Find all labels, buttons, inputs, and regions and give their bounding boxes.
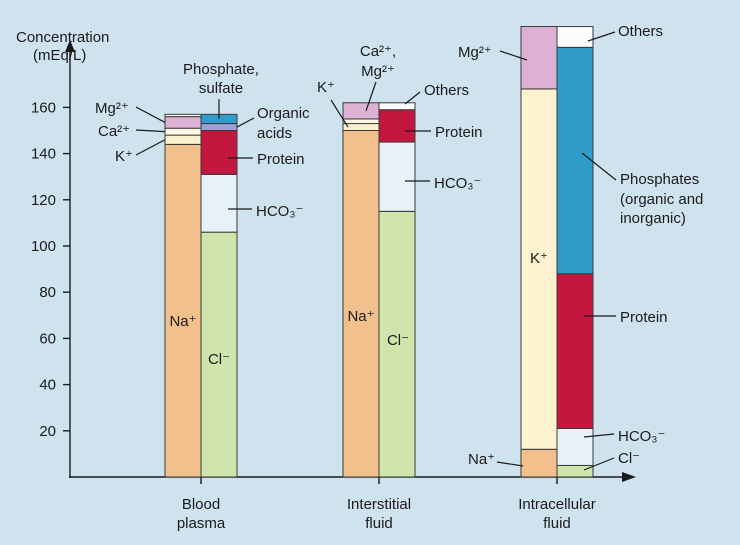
x-category-label: Interstitial — [347, 496, 411, 513]
leader-others — [587, 31, 616, 42]
leader-phosphates — [581, 152, 617, 181]
x-category-label: fluid — [365, 515, 393, 532]
x-category-label: plasma — [177, 515, 226, 532]
bar-segment — [164, 116, 202, 129]
label-k: K⁺ — [115, 148, 133, 165]
leader-na — [496, 461, 524, 467]
label-hco3: HCO₃⁻ — [618, 428, 665, 445]
y-tick-label: 140 — [31, 146, 56, 163]
leader-cl — [583, 457, 615, 471]
label-cl: Cl⁻ — [208, 351, 230, 368]
y-tick-label: 60 — [39, 330, 56, 347]
leader-others — [404, 91, 421, 105]
label-organic-line2: acids — [257, 125, 292, 142]
y-tick-label: 120 — [31, 192, 56, 209]
bar-segment — [556, 46, 594, 275]
bar-segment — [556, 464, 594, 478]
leader-hco3 — [583, 433, 615, 438]
y-tick-label: 80 — [39, 284, 56, 301]
label-organic-line1: Organic — [257, 105, 310, 122]
label-k: K⁺ — [317, 79, 335, 96]
y-tick-label: 100 — [31, 238, 56, 255]
bar-segment — [164, 127, 202, 136]
bar-segment — [556, 273, 594, 429]
bars — [164, 26, 594, 478]
label-others: Others — [424, 82, 469, 99]
y-tick-label: 20 — [39, 423, 56, 440]
bar-segment — [378, 141, 416, 212]
bar-segment — [520, 88, 558, 450]
leader-camg — [365, 81, 377, 112]
label-protein: Protein — [257, 151, 305, 168]
label-cl: Cl⁻ — [618, 450, 640, 467]
label-phosphates-line2: (organic and — [620, 191, 703, 208]
bar-segment — [520, 448, 558, 478]
y-tick-label: 40 — [39, 377, 56, 394]
x-category-label: Intracellular — [518, 496, 596, 513]
label-k: K⁺ — [530, 250, 548, 267]
bar-segment — [556, 26, 594, 48]
y-axis-arrow — [65, 40, 75, 52]
y-axis-label-line2: (mEq/L) — [33, 47, 86, 64]
bar-segment — [200, 130, 238, 175]
bar-segment — [342, 118, 380, 125]
label-phosphates-line1: Phosphates — [620, 171, 699, 188]
label-hco3: HCO₃⁻ — [434, 175, 481, 192]
leader-k — [330, 99, 349, 128]
label-na: Na⁺ — [347, 308, 374, 325]
bar-segment — [200, 123, 238, 131]
label-hco3: HCO₃⁻ — [256, 203, 303, 220]
bar-segment — [200, 231, 238, 478]
bar-segment — [200, 173, 238, 233]
label-others: Others — [618, 23, 663, 40]
leader-mg — [499, 50, 528, 61]
bar-segment — [164, 113, 202, 118]
label-cl: Cl⁻ — [387, 332, 409, 349]
leader-ca — [135, 129, 166, 133]
label-camg-line2: Mg²⁺ — [361, 63, 395, 80]
label-phosphate-line1: Phosphate, — [183, 61, 259, 78]
label-ca: Ca²⁺ — [98, 123, 130, 140]
label-na: Na⁺ — [169, 313, 196, 330]
y-tick-label: 160 — [31, 99, 56, 116]
bar-segment — [378, 102, 416, 111]
x-category-label: fluid — [543, 515, 571, 532]
label-mg: Mg²⁺ — [458, 44, 492, 61]
leader-mg — [135, 106, 166, 123]
x-axis-arrow — [622, 472, 636, 482]
bar-segment — [342, 102, 380, 120]
bar-segment — [342, 130, 380, 478]
label-mg: Mg²⁺ — [95, 100, 129, 117]
x-category-label: Blood — [182, 496, 220, 513]
label-na: Na⁺ — [468, 451, 495, 468]
label-protein: Protein — [435, 124, 483, 141]
bar-segment — [556, 427, 594, 466]
label-phosphates-line3: inorganic) — [620, 210, 686, 227]
leader-k — [135, 139, 166, 156]
y-axis-label-line1: Concentration — [16, 29, 109, 46]
label-phosphate-line2: sulfate — [199, 80, 243, 97]
bar-segment — [378, 109, 416, 143]
leader-organic — [236, 117, 255, 128]
annotations: Na⁺ Cl⁻ Mg²⁺ Ca²⁺ K⁺ Phosphate, sulfate Organic… — [95, 23, 703, 471]
axes: Concentration(mEq/L) 20 40 60 80 100 120 140 160… — [16, 29, 636, 532]
label-camg-line1: Ca²⁺, — [360, 43, 396, 60]
bar-segment — [520, 26, 558, 90]
bar-segment — [164, 134, 202, 145]
bar-segment — [164, 143, 202, 478]
bar-segment — [342, 123, 380, 131]
label-protein: Protein — [620, 309, 668, 326]
